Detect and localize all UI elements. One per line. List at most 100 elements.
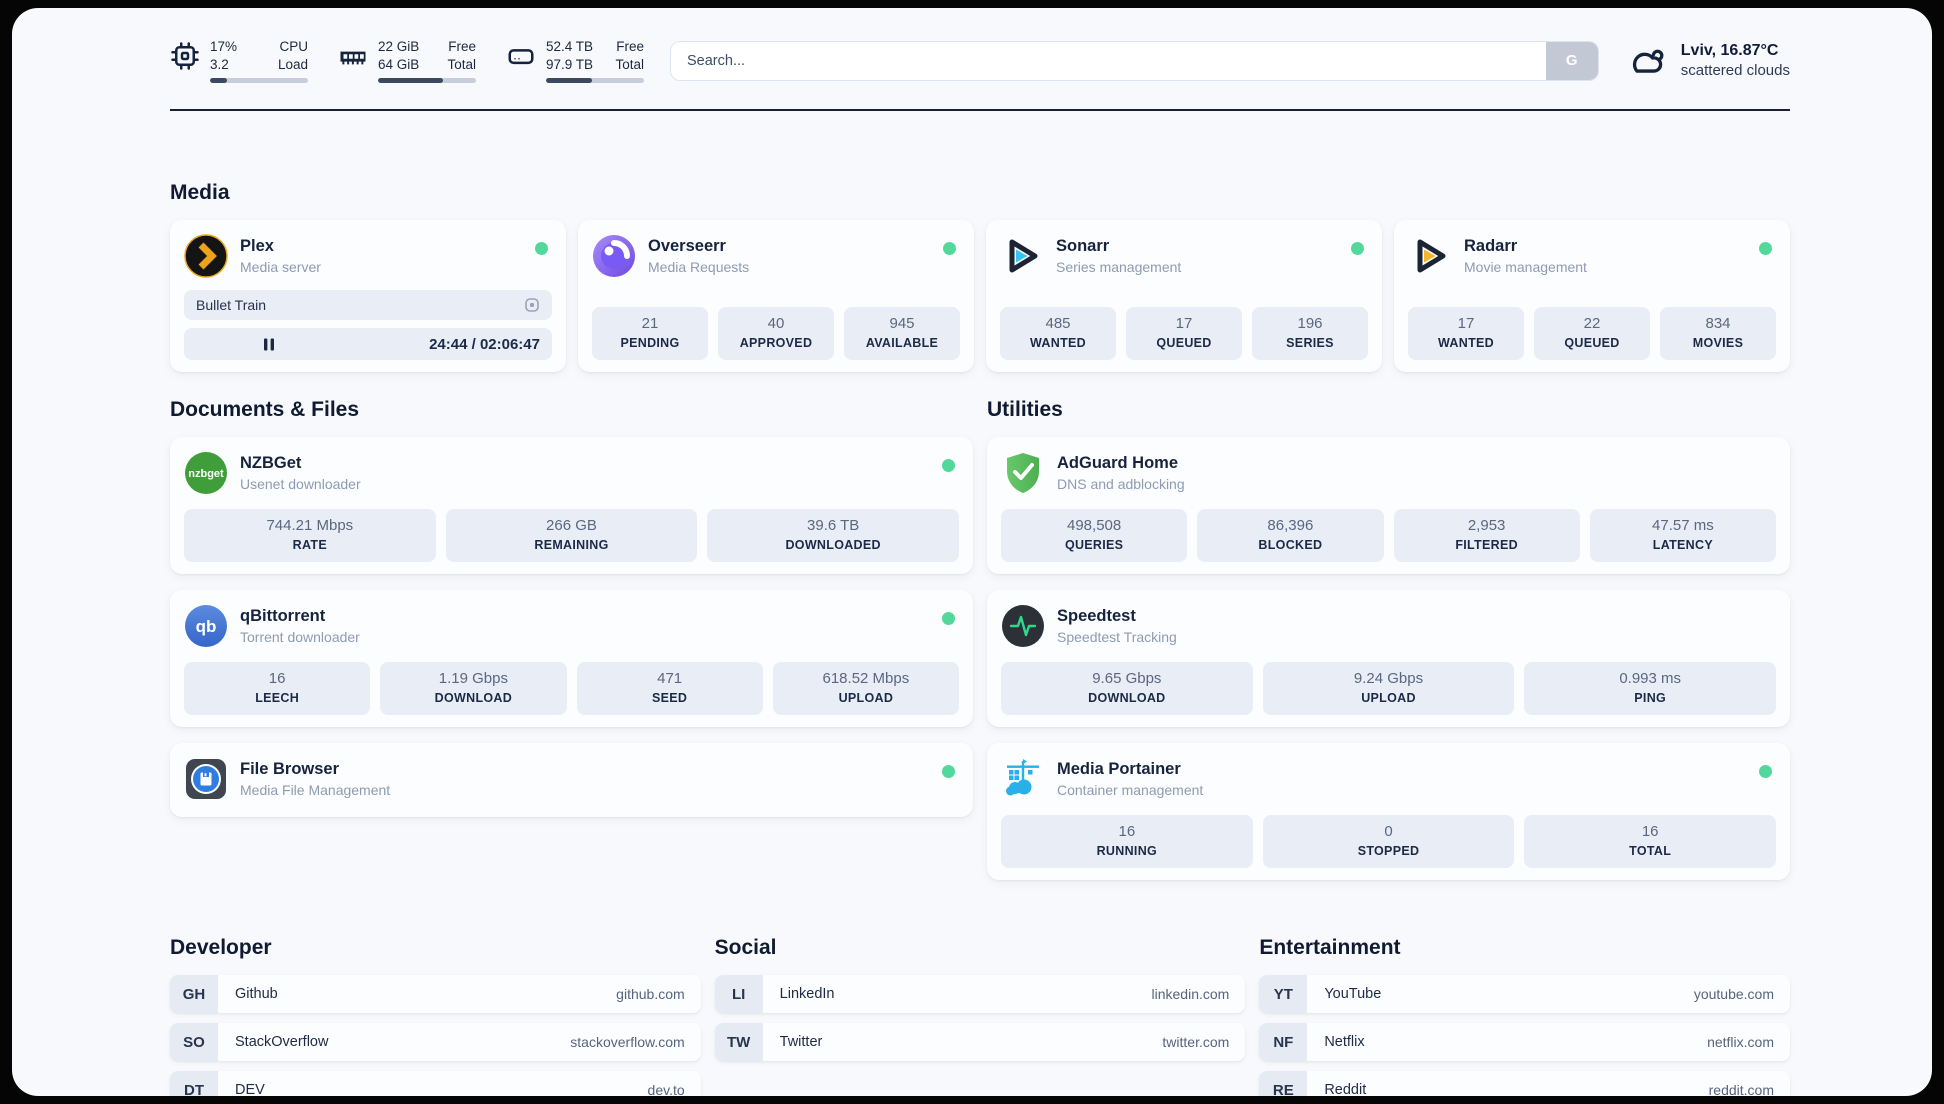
- stat-queries: 498,508 QUERIES: [1001, 509, 1188, 562]
- bookmark-linkedin[interactable]: LI LinkedIn linkedin.com: [714, 975, 1246, 1013]
- disk-free-label: Free: [616, 39, 644, 54]
- system-stats: 17% CPU 3.2 Load 22 GiB Free: [170, 38, 644, 83]
- overseerr-icon: [593, 235, 635, 277]
- cpu-progress-fill: [210, 78, 227, 83]
- now-playing-title: Bullet Train: [196, 297, 267, 313]
- status-dot: [942, 612, 955, 625]
- bookmark-url: youtube.com: [1693, 986, 1774, 1002]
- app-subtitle: Usenet downloader: [240, 476, 361, 492]
- app-subtitle: Speedtest Tracking: [1057, 629, 1177, 645]
- app-name: Sonarr: [1056, 237, 1110, 255]
- bookmark-url: twitter.com: [1162, 1034, 1230, 1050]
- bookmark-url: netflix.com: [1707, 1034, 1774, 1050]
- weather-condition: scattered clouds: [1680, 62, 1790, 79]
- app-name: qBittorrent: [240, 607, 326, 625]
- bookmark-name: DEV: [235, 1082, 265, 1096]
- plex-card[interactable]: Plex Media server Bullet Train: [170, 220, 566, 372]
- qbittorrent-card[interactable]: qb qBittorrent Torrent downloader 16 LEEC…: [170, 590, 973, 727]
- filebrowser-card[interactable]: File Browser Media File Management: [170, 743, 973, 817]
- app-name: Speedtest: [1057, 607, 1136, 625]
- section-entertainment: Entertainment YT YouTube youtube.com NF …: [1259, 936, 1790, 1096]
- status-dot: [1759, 765, 1772, 778]
- radarr-card[interactable]: Radarr Movie management 17 WANTED 22 QUEUE…: [1394, 220, 1790, 372]
- ram-stat-widget: 22 GiB Free 64 GiB Total: [338, 38, 476, 83]
- bookmark-youtube[interactable]: YT YouTube youtube.com: [1259, 975, 1790, 1013]
- ram-icon: [340, 51, 366, 65]
- social-section-title: Social: [714, 936, 777, 959]
- utilities-section-title: Utilities: [987, 398, 1063, 421]
- bookmark-abbr: YT: [1259, 975, 1308, 1013]
- stat-total: 16 TOTAL: [1524, 815, 1776, 868]
- app-subtitle: Media server: [240, 259, 321, 275]
- bookmark-abbr: RE: [1259, 1071, 1308, 1096]
- app-name: File Browser: [240, 760, 340, 778]
- stat-movies: 834 MOVIES: [1660, 307, 1776, 360]
- portainer-card[interactable]: Media Portainer Container management 16 R…: [987, 743, 1790, 880]
- disk-progress-fill: [546, 78, 593, 83]
- bookmark-github[interactable]: GH Github github.com: [170, 975, 701, 1013]
- ram-progress-track: [378, 78, 476, 83]
- stat-blocked: 86,396 BLOCKED: [1197, 509, 1384, 562]
- section-documents: Documents & Files nzbget NZBGet Usenet d…: [170, 398, 973, 880]
- bookmark-abbr: LI: [714, 975, 763, 1013]
- bookmark-name: Reddit: [1324, 1082, 1367, 1096]
- ram-free-value: 22 GiB: [378, 39, 420, 54]
- stat-available: 945 AVAILABLE: [844, 307, 960, 360]
- speedtest-card[interactable]: Speedtest Speedtest Tracking 9.65 Gbps DO…: [987, 590, 1790, 727]
- stat-upload: 9.24 Gbps UPLOAD: [1262, 662, 1515, 715]
- stat-wanted: 17 WANTED: [1408, 307, 1524, 360]
- section-developer: Developer GH Github github.com SO StackO…: [170, 936, 701, 1096]
- ram-total-value: 64 GiB: [378, 56, 420, 72]
- app-subtitle: Container management: [1057, 782, 1204, 798]
- nzbget-card[interactable]: nzbget NZBGet Usenet downloader 744.21 M…: [170, 437, 973, 574]
- svg-text:qb: qb: [196, 617, 217, 636]
- stat-download: 9.65 Gbps DOWNLOAD: [1001, 662, 1253, 715]
- disk-free-value: 52.4 TB: [546, 39, 594, 54]
- bookmark-name: Twitter: [779, 1034, 823, 1050]
- stat-running: 16 RUNNING: [1001, 815, 1253, 868]
- sonarr-card[interactable]: Sonarr Series management 485 WANTED 17 QUE…: [986, 220, 1382, 372]
- bookmark-url: reddit.com: [1708, 1082, 1774, 1096]
- app-name: Media Portainer: [1057, 760, 1181, 778]
- dashboard-page: 17% CPU 3.2 Load 22 GiB Free: [12, 8, 1932, 1096]
- cpu-percent: 17%: [210, 39, 238, 54]
- bookmark-twitter[interactable]: TW Twitter twitter.com: [714, 1023, 1246, 1061]
- pause-icon[interactable]: [263, 338, 275, 351]
- disk-total-value: 97.9 TB: [546, 56, 594, 72]
- bookmark-stackoverflow[interactable]: SO StackOverflow stackoverflow.com: [170, 1023, 701, 1061]
- weather-widget[interactable]: Lviv, 16.87°C scattered clouds: [1625, 39, 1790, 83]
- sonarr-icon: [1009, 239, 1038, 273]
- cpu-label: CPU: [279, 39, 308, 54]
- app-subtitle: Movie management: [1464, 259, 1587, 275]
- stat-download: 1.19 Gbps DOWNLOAD: [380, 662, 567, 715]
- search-engine-button[interactable]: G: [1545, 41, 1598, 80]
- overseerr-card[interactable]: Overseerr Media Requests 21 PENDING 40 APP…: [578, 220, 974, 372]
- bookmark-url: linkedin.com: [1151, 986, 1230, 1002]
- search-input[interactable]: [670, 40, 1599, 81]
- status-dot: [1351, 242, 1364, 255]
- bookmark-url: stackoverflow.com: [570, 1034, 685, 1050]
- disk-progress-track: [546, 78, 644, 83]
- stat-latency: 47.57 ms LATENCY: [1589, 509, 1776, 562]
- adguard-card[interactable]: AdGuard Home DNS and adblocking 498,508 Q…: [987, 437, 1790, 574]
- section-social: Social LI LinkedIn linkedin.com TW Twitt…: [714, 936, 1246, 1096]
- plex-icon: [184, 234, 228, 278]
- bookmark-netflix[interactable]: NF Netflix netflix.com: [1259, 1023, 1790, 1061]
- app-subtitle: Media File Management: [240, 782, 391, 798]
- bookmark-reddit[interactable]: RE Reddit reddit.com: [1259, 1071, 1790, 1096]
- stat-queued: 22 QUEUED: [1534, 307, 1650, 360]
- bookmark-dev[interactable]: DT DEV dev.to: [170, 1071, 701, 1096]
- developer-section-title: Developer: [170, 936, 272, 959]
- radarr-icon: [1417, 239, 1446, 273]
- ram-total-label: Total: [447, 56, 476, 72]
- cpu-stat-widget: 17% CPU 3.2 Load: [170, 38, 308, 83]
- stat-approved: 40 APPROVED: [718, 307, 834, 360]
- disk-total-label: Total: [615, 56, 644, 72]
- stat-series: 196 SERIES: [1252, 307, 1368, 360]
- bookmark-abbr: NF: [1259, 1023, 1308, 1061]
- status-dot: [943, 242, 956, 255]
- section-utilities: Utilities: [987, 398, 1790, 880]
- header-divider: [170, 109, 1790, 111]
- app-subtitle: Torrent downloader: [240, 629, 360, 645]
- bookmark-abbr: SO: [170, 1023, 218, 1061]
